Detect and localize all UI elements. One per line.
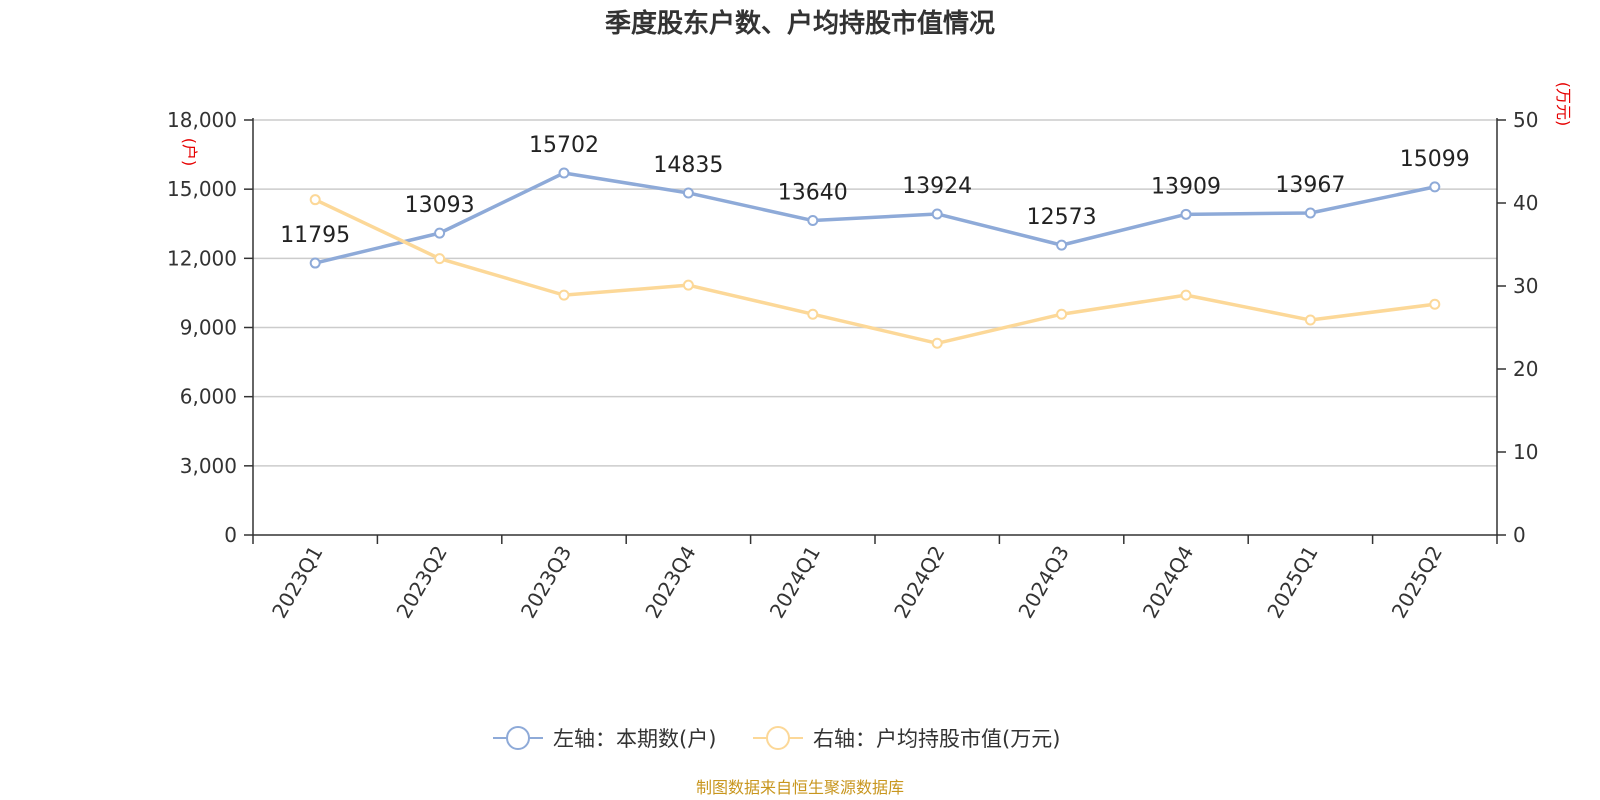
- right-axis-unit: (万元): [1554, 82, 1573, 127]
- x-tick-label: 2025Q1: [1262, 542, 1322, 623]
- data-point: [1429, 181, 1441, 193]
- source-note: 制图数据来自恒生聚源数据库: [696, 778, 904, 797]
- x-tick-label: 2024Q3: [1013, 542, 1073, 623]
- data-point: [931, 337, 943, 349]
- right-tick-label: 10: [1513, 440, 1538, 464]
- series-line: [314, 171, 1436, 265]
- data-point: [1056, 239, 1068, 251]
- left-tick-label: 9,000: [180, 316, 237, 340]
- right-tick-label: 30: [1513, 274, 1538, 298]
- left-tick-label: 3,000: [180, 454, 237, 478]
- right-tick-label: 20: [1513, 357, 1538, 381]
- legend[interactable]: 左轴：本期数(户) 右轴：户均持股市值(万元): [493, 726, 1060, 751]
- data-label: 13909: [1151, 174, 1221, 199]
- data-point: [1056, 308, 1068, 320]
- data-labels: 11795 13093 15702 14835 13640 13924 12573 13909…: [280, 133, 1470, 248]
- data-point: [1180, 289, 1192, 301]
- left-axis-unit: (户): [180, 138, 199, 167]
- left-tick-label: 0: [224, 523, 237, 547]
- data-point: [682, 187, 694, 199]
- legend-marker: [766, 726, 790, 750]
- data-point: [434, 253, 446, 265]
- left-tick-label: 15,000: [167, 177, 237, 201]
- right-tick-label: 40: [1513, 191, 1538, 215]
- data-point: [1304, 314, 1316, 326]
- data-label: 14835: [653, 153, 723, 178]
- data-label: 13967: [1275, 173, 1345, 198]
- data-point: [1180, 208, 1192, 220]
- left-tick-label: 18,000: [167, 108, 237, 132]
- data-point: [309, 257, 321, 269]
- data-label: 15702: [529, 133, 599, 158]
- x-tick-label: 2024Q4: [1138, 542, 1198, 623]
- left-axis-ticks: 0 3,000 6,000 9,000 12,000 15,000 18,000: [167, 108, 253, 547]
- right-axis-ticks: 0 10 20 30 40 50: [1497, 108, 1538, 547]
- right-tick-label: 0: [1513, 523, 1526, 547]
- data-point: [931, 208, 943, 220]
- x-tick-label: 2023Q1: [267, 542, 327, 623]
- data-point: [682, 279, 694, 291]
- series: [309, 167, 1441, 349]
- data-label: 11795: [280, 223, 350, 248]
- data-point: [558, 167, 570, 179]
- x-tick-label: 2023Q4: [640, 542, 700, 623]
- legend-label: 左轴：本期数(户): [553, 727, 716, 751]
- data-point: [309, 194, 321, 206]
- x-tick-label: 2023Q3: [516, 542, 576, 623]
- data-label: 13093: [405, 193, 475, 218]
- data-label: 12573: [1027, 205, 1097, 230]
- left-tick-label: 12,000: [167, 246, 237, 270]
- legend-marker: [506, 726, 530, 750]
- x-tick-label: 2024Q1: [765, 542, 825, 623]
- data-label: 15099: [1400, 147, 1470, 172]
- gridlines: [253, 119, 1497, 467]
- data-point: [1429, 298, 1441, 310]
- x-axis-ticks: 2023Q1 2023Q2 2023Q3 2023Q4 2024Q1 2024Q2 2024…: [252, 535, 1498, 623]
- data-point: [807, 215, 819, 227]
- data-point: [558, 289, 570, 301]
- chart-title: 季度股东户数、户均持股市值情况: [605, 8, 995, 39]
- x-tick-label: 2025Q2: [1387, 542, 1447, 623]
- data-label: 13924: [902, 174, 972, 199]
- data-point: [807, 308, 819, 320]
- left-tick-label: 6,000: [180, 385, 237, 409]
- x-tick-label: 2024Q2: [889, 541, 949, 622]
- data-point: [434, 227, 446, 239]
- legend-label: 右轴：户均持股市值(万元): [813, 727, 1060, 751]
- x-tick-label: 2023Q2: [391, 542, 451, 623]
- data-label: 13640: [778, 181, 848, 206]
- series-line: [314, 198, 1436, 346]
- data-point: [1304, 207, 1316, 219]
- right-tick-label: 50: [1513, 108, 1538, 132]
